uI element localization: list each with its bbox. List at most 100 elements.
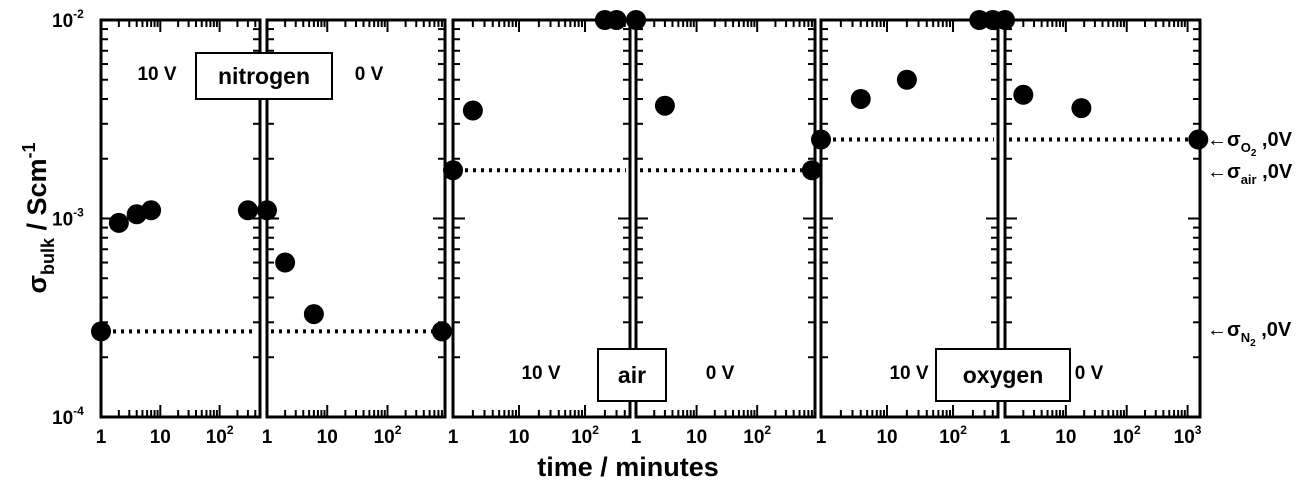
annotation-subscript: N: [1241, 330, 1250, 345]
x-tick-label-base: 1: [816, 427, 827, 448]
panel-frame: [819, 18, 1000, 419]
x-tick-label-base: 10: [939, 427, 960, 448]
x-tick-label-base: 10: [1055, 427, 1076, 448]
x-tick-label-exponent: 2: [227, 423, 234, 437]
x-tick-label-base: 1: [631, 427, 642, 448]
data-point: [811, 129, 831, 150]
gas-label-text: air: [618, 362, 646, 388]
y-tick-label: 10-2: [52, 7, 84, 32]
reference-annotation: ←σair ,0V: [1207, 161, 1293, 187]
x-tick-label-base: 10: [317, 427, 338, 448]
gas-label-text: oxygen: [963, 362, 1044, 388]
x-tick-label-base: 10: [206, 427, 227, 448]
x-tick-label: 1: [262, 427, 273, 448]
annotation-suffix: ,0V: [1257, 161, 1293, 183]
y-axis-unit-exponent: -1: [19, 142, 39, 158]
x-tick-label: 10: [1055, 427, 1076, 448]
x-tick-label-base: 10: [571, 427, 592, 448]
y-tick-label-exponent: -2: [73, 7, 84, 21]
annotation-subscript-2: 2: [1251, 148, 1257, 159]
y-tick-label: 10-3: [52, 206, 84, 231]
reference-annotation: ←σN2 ,0V: [1207, 319, 1292, 349]
x-tick-label-base: 10: [876, 427, 897, 448]
x-tick-label-base: 10: [743, 427, 764, 448]
y-axis-symbol: σ: [22, 275, 52, 293]
x-tick-label: 10: [150, 427, 171, 448]
y-axis-unit: / Scm: [22, 158, 52, 238]
data-point: [1013, 84, 1034, 105]
x-tick-label-base: 10: [1174, 427, 1195, 448]
data-point: [801, 160, 822, 181]
condition-label: 10 V: [521, 363, 560, 384]
panel-frame: [634, 18, 817, 419]
annotation-symbol: σ: [1227, 129, 1241, 151]
y-tick-label-base: 10: [52, 408, 73, 429]
x-tick-label-base: 1: [448, 427, 459, 448]
data-point: [462, 100, 483, 121]
x-tick-label: 103: [1174, 423, 1202, 448]
annotation-symbol: σ: [1227, 319, 1241, 341]
x-tick-label: 10: [317, 427, 338, 448]
y-tick-label-base: 10: [52, 11, 73, 32]
x-tick-label: 1: [1000, 427, 1011, 448]
gas-label-oxygen: oxygen: [935, 348, 1071, 402]
data-point: [237, 200, 258, 221]
data-point: [654, 95, 675, 116]
data-point: [1188, 129, 1209, 150]
x-tick-label: 102: [743, 423, 771, 448]
data-point: [850, 88, 871, 109]
annotation-suffix: ,0V: [1256, 319, 1292, 341]
x-axis-title: time / minutes: [537, 452, 719, 482]
condition-label: 10 V: [889, 363, 928, 384]
x-tick-label: 1: [631, 427, 642, 448]
gas-label-air: air: [597, 348, 667, 402]
x-tick-label: 10: [686, 427, 707, 448]
gas-label-text: nitrogen: [218, 63, 310, 89]
gas-label-box: [935, 348, 1071, 402]
x-tick-label-exponent: 2: [592, 423, 599, 437]
data-point: [626, 10, 646, 30]
y-axis-subscript: bulk: [38, 237, 58, 275]
y-axis-title: σbulk / Scm-1: [19, 142, 58, 293]
x-tick-label-exponent: 3: [1195, 423, 1202, 437]
x-tick-label-exponent: 2: [1134, 423, 1141, 437]
x-tick-label: 102: [206, 423, 234, 448]
x-tick-label: 1: [448, 427, 459, 448]
data-point: [141, 200, 162, 221]
y-tick-label-exponent: -4: [73, 404, 84, 418]
data-point: [257, 200, 277, 221]
x-tick-label: 1: [816, 427, 827, 448]
x-tick-label: 10: [508, 427, 529, 448]
gas-label-box: [195, 52, 333, 100]
annotation-arrow: ←: [1207, 161, 1227, 183]
annotation-symbol: σ: [1227, 161, 1241, 183]
panel-frame: [451, 18, 632, 419]
data-point: [443, 160, 463, 181]
condition-label: 10 V: [137, 64, 176, 85]
condition-label: 0 V: [1075, 363, 1104, 384]
data-point: [896, 69, 917, 90]
x-tick-label-base: 10: [150, 427, 171, 448]
x-tick-label-base: 10: [1113, 427, 1134, 448]
condition-label: 0 V: [706, 363, 735, 384]
condition-label: 0 V: [355, 64, 384, 85]
x-tick-label-base: 1: [96, 427, 107, 448]
x-tick-label: 102: [1113, 423, 1141, 448]
x-tick-label-base: 10: [508, 427, 529, 448]
x-tick-label-base: 10: [686, 427, 707, 448]
x-tick-label-base: 10: [374, 427, 395, 448]
data-point: [431, 321, 452, 342]
annotation-arrow: ←: [1207, 129, 1227, 151]
x-tick-label-base: 1: [262, 427, 273, 448]
x-tick-label-exponent: 2: [764, 423, 771, 437]
x-tick-label: 102: [571, 423, 599, 448]
x-tick-label: 102: [374, 423, 402, 448]
data-point: [108, 212, 129, 233]
